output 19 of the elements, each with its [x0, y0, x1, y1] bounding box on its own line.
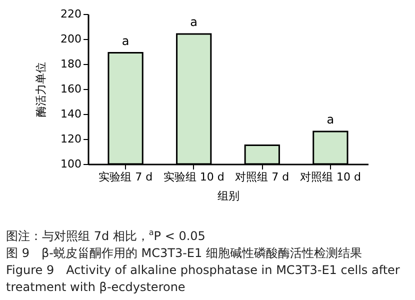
y-tick-label: 200 — [60, 32, 82, 46]
y-tick-label: 140 — [60, 108, 82, 120]
y-tick-label: 120 — [60, 132, 82, 146]
text: 图注：与对照组 7d 相比，$^{a}$P < 0.05 — [6, 227, 206, 245]
y-tick-label: 220 — [60, 8, 82, 20]
y-axis-title: 酶活力单位 — [34, 62, 48, 117]
annotation: a — [122, 34, 130, 48]
x-tick-label: 实验组 7 d — [98, 170, 153, 184]
x-tick-label: 对照组 7 d — [235, 170, 290, 184]
caption: Figure 9 Activity of alkaline phosphatase in MC3T3-E1 cells after treatment with β-ecdysterone — [6, 262, 401, 296]
x-axis-title: 组别 — [218, 190, 240, 202]
y-tick-label: 180 — [60, 58, 82, 70]
annotation: a — [190, 15, 198, 29]
caption: 图 9 β-蜕皮甾酮作用的 MC3T3-E1 细胞碱性磷酸酶活性检测结果 — [6, 245, 363, 262]
x-tick-label: 对照组 10 d — [300, 170, 361, 184]
y-tick-label: 100 — [60, 158, 82, 170]
x-tick-label: 实验组 10 d — [163, 170, 224, 184]
y-tick-label: 160 — [60, 82, 82, 96]
annotation: a — [326, 112, 334, 126]
